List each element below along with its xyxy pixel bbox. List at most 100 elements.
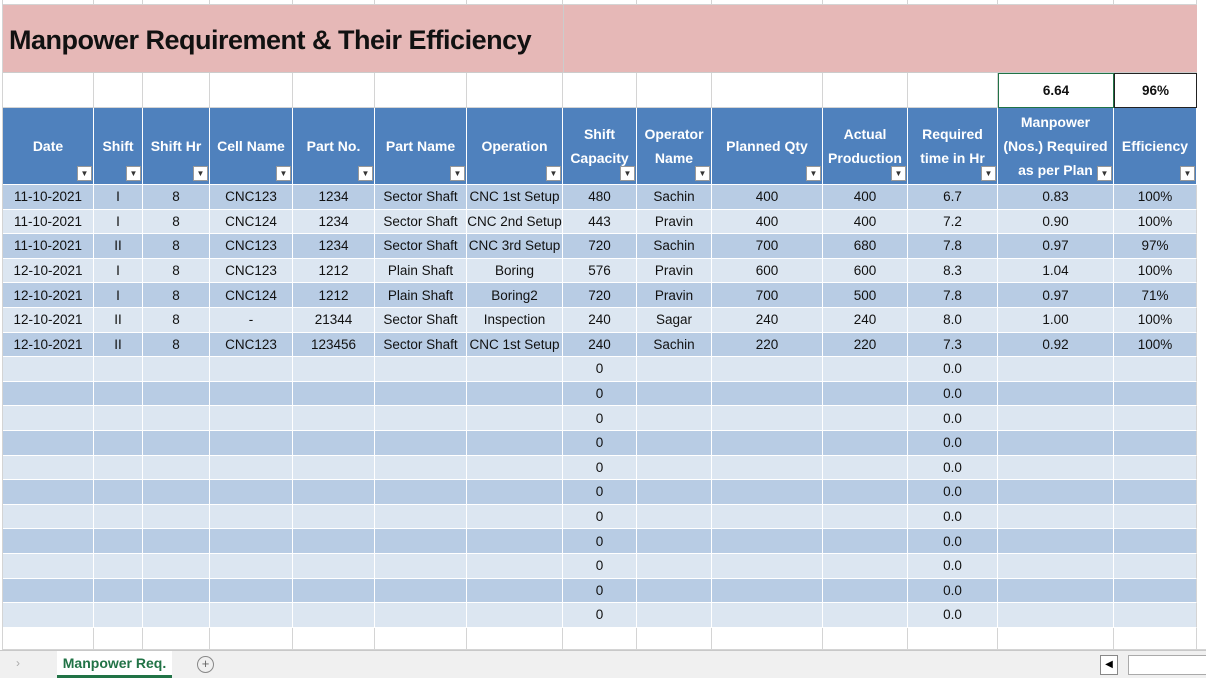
table-cell: 600 [712,258,823,284]
cell [1114,627,1197,650]
scroll-nav[interactable]: ◀ [1100,655,1118,675]
cell [143,357,210,382]
add-sheet[interactable]: + [197,656,214,673]
filter-button[interactable]: ▼ [1180,166,1195,181]
filter-button[interactable]: ▼ [620,166,635,181]
cell [375,73,467,108]
table-cell: I [94,209,143,235]
table-cell: 0 [563,480,637,505]
cell [467,406,563,431]
cell [143,627,210,650]
cell [210,603,293,628]
filter-button[interactable]: ▼ [126,166,141,181]
cell [637,480,712,505]
table-cell: 0.0 [908,381,998,407]
filter-button[interactable]: ▼ [276,166,291,181]
cell [210,480,293,505]
table-cell: 0 [563,357,637,382]
cell [375,504,467,530]
table-cell: 12-10-2021 [3,283,94,308]
cell [563,5,564,73]
table-cell: CNC123 [210,258,293,284]
summary-cell: 96% [1114,73,1197,108]
cell [3,406,94,431]
cell [293,0,375,5]
cell [712,431,823,456]
cell [998,0,1114,5]
cell [908,73,998,108]
filter-button[interactable]: ▼ [806,166,821,181]
table-cell: 0 [563,431,637,456]
filter-button[interactable]: ▼ [1097,166,1112,181]
filter-button[interactable]: ▼ [77,166,92,181]
cell [3,554,94,579]
filter-button[interactable]: ▼ [695,166,710,181]
table-cell: Sagar [637,308,712,333]
scroll-left[interactable]: › [16,656,20,670]
table-cell: CNC 1st Setup [467,185,563,210]
table-cell: 21344 [293,308,375,333]
cell [375,578,467,604]
cell [998,578,1114,604]
cell [293,529,375,554]
cell [210,554,293,579]
cell [375,406,467,431]
cell [563,0,637,5]
cell [823,406,908,431]
table-cell: Pravin [637,283,712,308]
table-cell: - [210,308,293,333]
cell [1114,504,1197,530]
table-cell: Boring [467,258,563,284]
table-cell: 0 [563,504,637,530]
cell [210,578,293,604]
table-cell: CNC 1st Setup [467,332,563,358]
cell [823,357,908,382]
cell [293,480,375,505]
filter-button[interactable]: ▼ [193,166,208,181]
filter-button[interactable]: ▼ [546,166,561,181]
column-header: Planned Qty [712,108,823,185]
cell [823,381,908,407]
cell [94,554,143,579]
cell [293,578,375,604]
cell [467,578,563,604]
filter-button[interactable]: ▼ [358,166,373,181]
table-cell: Sector Shaft [375,308,467,333]
table-cell: 1.04 [998,258,1114,284]
cell [712,627,823,650]
cell [94,0,143,5]
filter-button[interactable]: ▼ [981,166,996,181]
cell [637,627,712,650]
filter-button[interactable]: ▼ [450,166,465,181]
table-cell: 100% [1114,332,1197,358]
table-cell: 1234 [293,234,375,259]
cell [823,554,908,579]
cell [143,603,210,628]
table-cell: Pravin [637,209,712,235]
cell [143,381,210,407]
table-cell: II [94,332,143,358]
table-cell: I [94,283,143,308]
table-cell: 1212 [293,283,375,308]
cell [1114,578,1197,604]
filter-button[interactable]: ▼ [891,166,906,181]
cell [210,431,293,456]
cell [3,357,94,382]
table-cell: Sachin [637,185,712,210]
cell [94,603,143,628]
sheet-tab[interactable]: Manpower Req. [57,651,172,678]
table-cell: Sector Shaft [375,332,467,358]
cell [293,603,375,628]
table-cell: 400 [823,185,908,210]
cell [375,554,467,579]
cell [143,455,210,481]
h-scrollbar[interactable] [1128,655,1206,675]
cell [998,381,1114,407]
cell [94,480,143,505]
table-cell: CNC123 [210,234,293,259]
table-cell: 8.3 [908,258,998,284]
cell [1114,455,1197,481]
table-cell: CNC 2nd Setup [467,209,563,235]
table-cell: 1212 [293,258,375,284]
